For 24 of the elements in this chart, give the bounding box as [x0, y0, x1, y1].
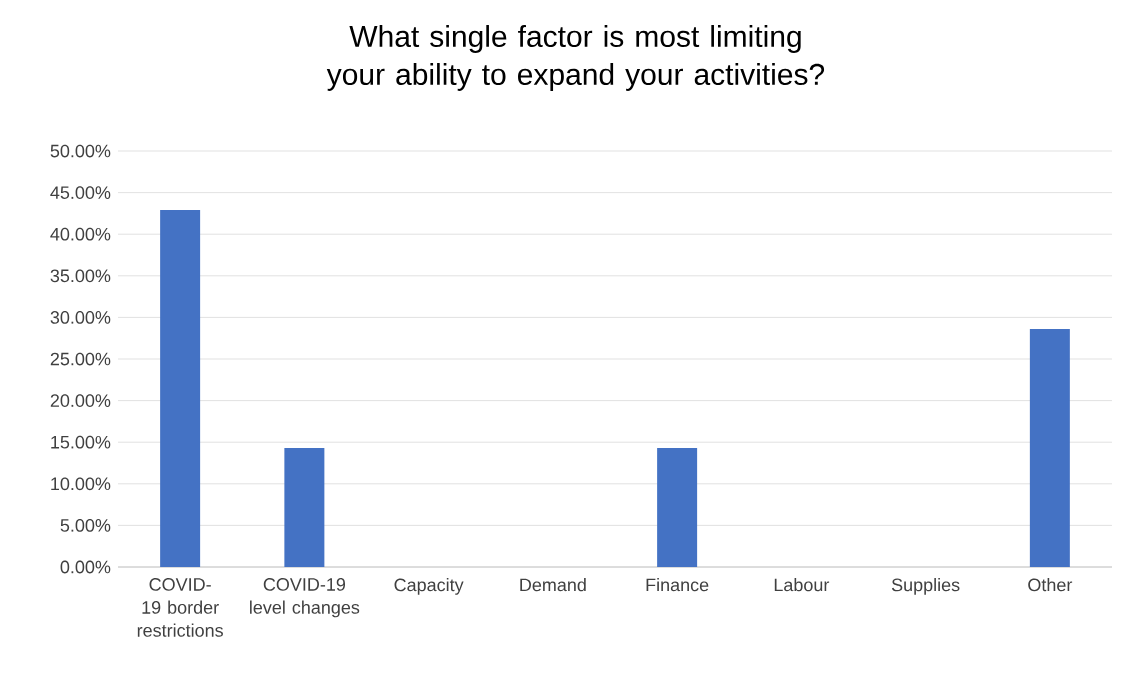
- y-tick-label: 40.00%: [50, 227, 111, 241]
- y-tick-label: 0.00%: [60, 560, 111, 574]
- x-tick-label: Finance: [646, 578, 709, 592]
- y-tick-label: 25.00%: [50, 352, 111, 366]
- bar: [284, 448, 325, 567]
- x-tick-label: COVID-19 level changes: [250, 578, 360, 618]
- y-tick-label: 30.00%: [50, 311, 111, 324]
- x-tick-label: Other: [1028, 578, 1073, 592]
- x-tick-label: COVID-19 border restrictions: [137, 578, 223, 637]
- y-tick-label: 15.00%: [51, 435, 111, 449]
- bar: [657, 448, 698, 567]
- x-tick-label: Supplies: [891, 578, 960, 595]
- y-tick-label: 50.00%: [50, 144, 111, 158]
- bar: [160, 210, 201, 567]
- x-tick-label: Capacity: [394, 578, 464, 595]
- y-tick-label: 45.00%: [50, 186, 111, 199]
- x-tick-label: Demand: [520, 578, 586, 592]
- y-tick-label: 10.00%: [51, 477, 111, 491]
- y-tick-label: 5.00%: [60, 519, 111, 532]
- x-tick-label: Labour: [774, 578, 830, 592]
- bar: [1029, 329, 1070, 567]
- chart-title: What single factor is most limiting your ability to expand your activities?: [326, 25, 825, 91]
- y-tick-label: 20.00%: [50, 394, 111, 407]
- y-tick-label: 35.00%: [50, 269, 111, 283]
